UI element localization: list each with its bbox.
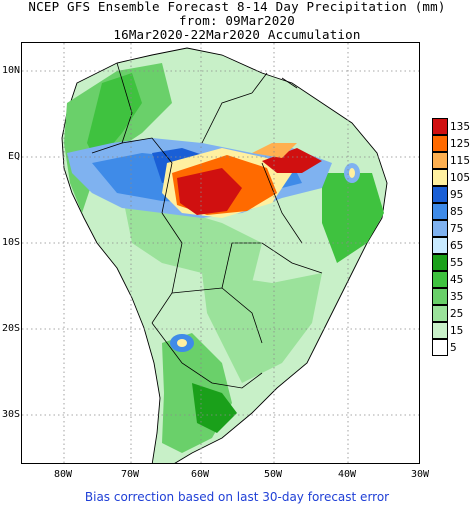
lon-label-80w: 80W — [53, 469, 73, 480]
lon-label-40w: 40W — [337, 469, 357, 480]
legend-label: 65 — [450, 240, 464, 252]
legend-swatch — [432, 135, 448, 152]
legend-swatch — [432, 339, 448, 356]
legend-swatch — [432, 254, 448, 271]
map-forecast-date: from: 09Mar2020 — [179, 13, 295, 28]
green-precip-southeast — [202, 273, 322, 383]
country-borders — [91, 62, 323, 389]
legend-label: 95 — [450, 189, 464, 201]
legend-swatch — [432, 186, 448, 203]
map-canvas — [22, 43, 419, 463]
legend-label: 5 — [450, 342, 457, 354]
legend-swatch — [432, 118, 448, 135]
legend-swatch — [432, 152, 448, 169]
orange-precip-northeast — [252, 143, 297, 158]
lat-label-10s: 10S — [1, 237, 20, 248]
lat-label-20s: 20S — [1, 323, 20, 334]
lat-label-30s: 30S — [1, 409, 20, 420]
yellow-precip-spot-south — [177, 339, 187, 347]
bias-correction-note: Bias correction based on last 30-day for… — [84, 490, 390, 504]
legend-label: 45 — [450, 274, 464, 286]
legend-label: 15 — [450, 325, 464, 337]
legend-swatch — [432, 288, 448, 305]
red-precip-core — [177, 168, 242, 215]
green-precip-east — [322, 173, 384, 263]
yellow-precip-spot-east — [349, 168, 355, 178]
legend-swatch — [432, 237, 448, 254]
legend-label: 135 — [450, 121, 471, 133]
lon-label-50w: 50W — [263, 469, 283, 480]
green-precip-andes — [87, 73, 142, 163]
legend-label: 55 — [450, 257, 464, 269]
legend-label: 35 — [450, 291, 464, 303]
color-legend — [432, 118, 448, 356]
legend-swatch — [432, 271, 448, 288]
legend-swatch — [432, 305, 448, 322]
precipitation-map — [21, 42, 420, 464]
lat-lon-grid — [22, 43, 419, 463]
legend-label: 125 — [450, 138, 471, 150]
lat-label-eq: EQ — [7, 151, 20, 162]
lat-label-10n: 10N — [1, 65, 20, 76]
map-title: NCEP GFS Ensemble Forecast 8-14 Day Prec… — [28, 0, 446, 14]
legend-label: 75 — [450, 223, 464, 235]
legend-swatch — [432, 169, 448, 186]
legend-swatch — [432, 203, 448, 220]
lon-label-30w: 30W — [410, 469, 430, 480]
red-precip-northeast — [262, 148, 322, 173]
legend-swatch — [432, 220, 448, 237]
green-precip-dark — [192, 383, 237, 433]
legend-label: 85 — [450, 206, 464, 218]
legend-label: 115 — [450, 155, 471, 167]
green-precip-central — [122, 193, 262, 283]
map-accumulation-period: 16Mar2020-22Mar2020 Accumulation — [113, 27, 361, 42]
lon-label-60w: 60W — [190, 469, 210, 480]
legend-label: 25 — [450, 308, 464, 320]
lon-label-70w: 70W — [120, 469, 140, 480]
legend-swatch — [432, 322, 448, 339]
legend-label: 105 — [450, 172, 471, 184]
